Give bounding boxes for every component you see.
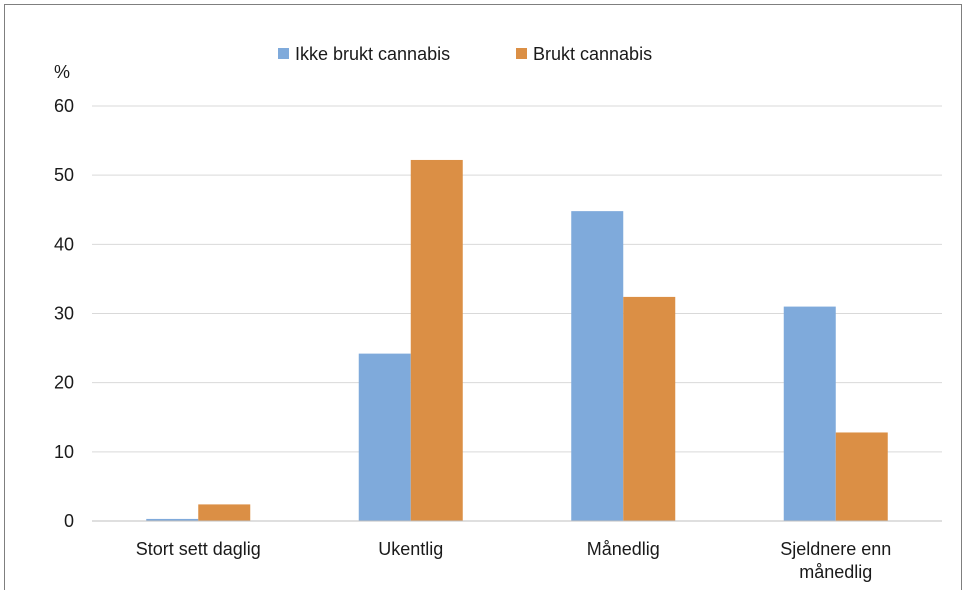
bar-ikke-brukt: [783, 306, 836, 521]
x-category-label: Sjeldnere enn månedlig: [780, 539, 891, 582]
y-tick-label: 0: [64, 511, 74, 531]
bar-brukt: [835, 432, 888, 521]
bar-ikke-brukt: [571, 211, 624, 521]
legend-swatch-brukt: [516, 48, 527, 59]
legend: Ikke brukt cannabis Brukt cannabis: [278, 44, 652, 64]
chart-frame: [4, 4, 962, 590]
y-tick-label: 60: [54, 96, 74, 116]
legend-label-ikke-brukt: Ikke brukt cannabis: [295, 44, 450, 64]
x-category-label: Ukentlig: [378, 539, 443, 559]
x-category-label-line: Sjeldnere enn: [780, 539, 891, 559]
bar-brukt: [410, 159, 463, 521]
gridlines: [92, 105, 942, 453]
x-category-label-line: månedlig: [799, 562, 872, 582]
bars: [146, 159, 888, 521]
bar-brukt: [623, 296, 676, 521]
x-category-label: Månedlig: [587, 539, 660, 559]
x-category-label: Stort sett daglig: [136, 539, 261, 559]
y-tick-label: 50: [54, 165, 74, 185]
legend-label-brukt: Brukt cannabis: [533, 44, 652, 64]
x-category-label-line: Ukentlig: [378, 539, 443, 559]
y-tick-label: 40: [54, 234, 74, 254]
x-category-label-line: Månedlig: [587, 539, 660, 559]
bar-brukt: [198, 504, 251, 521]
y-tick-label: 10: [54, 442, 74, 462]
y-tick-label: 30: [54, 304, 74, 324]
bar-ikke-brukt: [358, 353, 411, 521]
y-tick-label: 20: [54, 373, 74, 393]
legend-swatch-ikke-brukt: [278, 48, 289, 59]
axes: 0 10 20 30 40 50 60 Stort sett daglig Ukentlig Må…: [54, 96, 942, 582]
x-category-label-line: Stort sett daglig: [136, 539, 261, 559]
y-unit-label: %: [54, 62, 70, 82]
bar-ikke-brukt: [146, 518, 199, 521]
